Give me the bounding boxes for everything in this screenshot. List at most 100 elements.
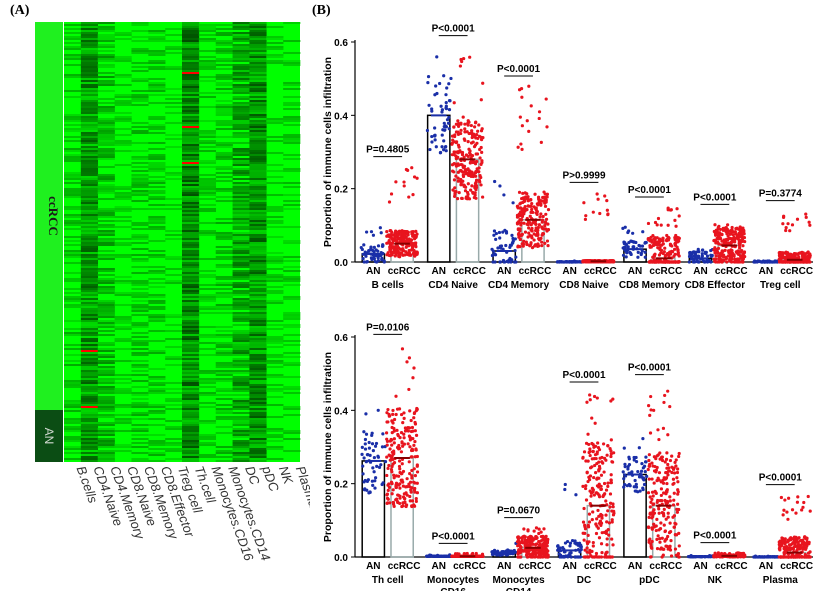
heatmap-cell — [198, 56, 217, 58]
heatmap-cell — [232, 26, 250, 28]
dot-ccrcc — [720, 250, 724, 254]
heatmap-cell — [198, 68, 217, 70]
heatmap-cell — [165, 106, 183, 108]
heatmap-cell — [131, 430, 149, 432]
dot-ccrcc — [581, 520, 586, 524]
heatmap-cell — [97, 190, 115, 192]
heatmap-cell — [131, 304, 149, 306]
dot-an — [360, 445, 364, 450]
heatmap-cell — [80, 328, 99, 330]
heatmap-cell — [283, 138, 301, 140]
heatmap-cell — [249, 34, 267, 36]
heatmap-cell — [97, 444, 115, 446]
dot-an — [365, 230, 369, 234]
dot-ccrcc — [402, 432, 406, 436]
heatmap-cell — [198, 274, 217, 276]
heatmap-cell — [249, 416, 267, 418]
heatmap-cell — [249, 264, 267, 266]
heatmap-cell — [148, 30, 166, 32]
heatmap-cell — [97, 46, 115, 48]
dot-ccrcc — [542, 527, 546, 531]
dot-ccrcc — [410, 455, 414, 459]
dot-ccrcc — [389, 241, 393, 245]
dot-ccrcc — [540, 226, 544, 230]
heatmap-cell — [80, 186, 99, 188]
heatmap-cell — [182, 350, 200, 352]
dot-ccrcc — [539, 534, 543, 539]
group-name-label: CD8 Effector — [685, 280, 746, 291]
heatmap-cell — [114, 374, 132, 376]
dot-ccrcc — [402, 442, 407, 446]
dot-ccrcc — [598, 456, 602, 460]
dot-ccrcc — [610, 460, 615, 464]
dot-ccrcc — [468, 55, 472, 59]
heatmap-cell — [198, 294, 217, 296]
heatmap-cell — [80, 70, 99, 72]
heatmap-cell — [97, 434, 115, 436]
dot-an — [690, 252, 694, 256]
group-name-label: CD4 Memory — [488, 280, 550, 291]
heatmap-cell — [182, 384, 200, 386]
dot-ccrcc — [738, 225, 742, 229]
heatmap-cell — [148, 350, 166, 352]
heatmap-cell — [249, 290, 267, 292]
heatmap-cell — [131, 24, 149, 26]
dot-an — [579, 547, 583, 552]
dot-ccrcc — [392, 452, 396, 456]
heatmap-cell — [182, 424, 200, 426]
heatmap-cell — [198, 456, 217, 458]
heatmap-cell — [198, 40, 217, 42]
dot-ccrcc — [415, 176, 419, 180]
heatmap-cell — [232, 98, 250, 100]
heatmap-cell — [182, 290, 200, 292]
heatmap-cell — [182, 438, 200, 440]
heatmap-cell — [64, 236, 82, 238]
dot-ccrcc — [470, 552, 474, 556]
heatmap-cell — [97, 428, 115, 430]
heatmap-cell — [165, 34, 183, 36]
heatmap-cell — [232, 380, 250, 382]
heatmap-cell — [64, 118, 82, 120]
dot-ccrcc — [414, 499, 418, 504]
heatmap-cell — [64, 364, 82, 366]
heatmap-cell — [249, 364, 267, 366]
dot-ccrcc — [408, 472, 412, 476]
heatmap-cell — [182, 224, 200, 226]
heatmap-cell — [97, 230, 115, 232]
heatmap-cell — [182, 188, 200, 190]
dot-ccrcc — [594, 522, 598, 526]
dot-ccrcc — [453, 552, 458, 556]
heatmap-cell — [182, 28, 200, 30]
dot-an — [755, 260, 759, 264]
p-value-label: P<0.0001 — [628, 185, 672, 196]
heatmap-cell — [131, 392, 149, 394]
dot-ccrcc — [409, 448, 414, 453]
heatmap-cell — [64, 380, 82, 382]
dot-ccrcc — [605, 520, 609, 524]
heatmap-cell — [97, 244, 115, 246]
heatmap-cell — [131, 176, 149, 178]
heatmap-cell — [215, 378, 233, 380]
heatmap-cell — [266, 262, 284, 264]
heatmap-cell — [215, 456, 233, 458]
heatmap-cell — [131, 36, 149, 38]
heatmap-cell — [97, 130, 115, 132]
heatmap-cell — [80, 260, 99, 262]
dot-ccrcc — [672, 247, 677, 251]
heatmap-cell — [249, 378, 267, 380]
heatmap-cell — [249, 312, 267, 314]
heatmap-cell — [148, 164, 166, 166]
heatmap-cell — [114, 348, 132, 350]
heatmap-cell — [215, 364, 233, 366]
heatmap-cell — [182, 136, 200, 138]
heatmap-cell — [215, 330, 233, 332]
heatmap-cell — [131, 248, 149, 250]
dot-ccrcc — [518, 217, 522, 222]
dot-an — [514, 255, 518, 259]
heatmap-cell — [232, 384, 250, 386]
heatmap-cell — [80, 56, 99, 58]
heatmap-cell — [232, 366, 250, 368]
dot-ccrcc — [677, 214, 681, 218]
heatmap-cell — [80, 198, 99, 200]
heatmap-cell — [249, 292, 267, 294]
